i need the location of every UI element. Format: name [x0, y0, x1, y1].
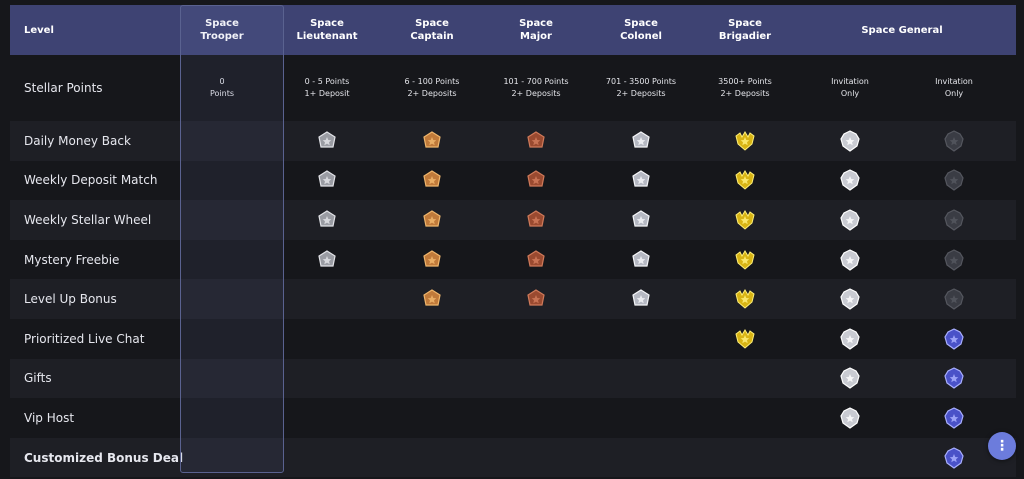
more-options-button[interactable]: ⋮ [988, 432, 1016, 460]
level-header: Level [24, 24, 54, 36]
dark-badge-icon [944, 288, 964, 310]
benefit-label: Gifts [24, 371, 52, 386]
copper-badge-icon [527, 170, 545, 187]
points-cell: 101 - 700 Points 2+ Deposits [486, 55, 586, 121]
copper-badge-icon [527, 131, 545, 148]
deposit-requirement: Only [840, 89, 860, 98]
platinum-badge-icon [632, 170, 650, 187]
white-badge-icon [840, 248, 860, 271]
platinum-badge-icon [632, 210, 650, 227]
column-header: Space Colonel [620, 18, 662, 42]
points-cell: 3500+ Points 2+ Deposits [695, 55, 795, 121]
points-requirement: 0 [219, 77, 225, 86]
copper-badge-icon [527, 289, 545, 306]
benefit-row: Weekly Deposit Match [10, 160, 1016, 201]
points-cell: 0 Points [172, 55, 272, 121]
gold-badge-icon [735, 170, 755, 191]
benefit-row: Gifts [10, 358, 1016, 399]
points-cell: 6 - 100 Points 2+ Deposits [382, 55, 482, 121]
silver-badge-icon [318, 210, 336, 227]
copper-badge-icon [527, 249, 545, 267]
gold-badge-icon [735, 289, 755, 309]
column-header: Space Brigadier [718, 18, 772, 42]
points-requirement: 6 - 100 Points [404, 77, 460, 86]
blue-badge-icon [944, 367, 964, 390]
white-badge-icon [840, 169, 860, 192]
vip-levels-table: Level Space Trooper Space Lieutenant Space… [10, 5, 1016, 478]
column-header: Space General [861, 24, 943, 36]
platinum-badge-icon [632, 131, 650, 148]
platinum-badge-icon [632, 249, 650, 267]
benefit-row: Customized Bonus Deal [10, 437, 1016, 478]
bronze-badge-icon [423, 289, 441, 306]
dark-badge-icon [944, 209, 964, 231]
gold-badge-icon [735, 210, 755, 230]
deposit-requirement: Only [944, 89, 964, 98]
points-cell: Invitation Only [800, 55, 900, 121]
deposit-requirement: 2+ Deposits [511, 89, 561, 98]
deposit-requirement: Points [209, 89, 235, 98]
bronze-badge-icon [423, 210, 441, 227]
points-cell: 0 - 5 Points 1+ Deposit [277, 55, 377, 121]
row-label: Stellar Points [24, 81, 103, 95]
column-header: Space Lieutenant [296, 18, 358, 42]
benefit-label: Weekly Deposit Match [24, 173, 158, 188]
benefit-row: Weekly Stellar Wheel [10, 200, 1016, 240]
copper-badge-icon [527, 210, 545, 227]
bronze-badge-icon [423, 131, 441, 148]
deposit-requirement: 2+ Deposits [616, 89, 666, 98]
white-badge-icon [840, 367, 860, 390]
white-badge-icon [840, 130, 860, 152]
deposit-requirement: 2+ Deposits [407, 89, 457, 98]
blue-badge-icon [944, 328, 964, 350]
points-requirement: 0 - 5 Points [304, 77, 350, 86]
gold-badge-icon [735, 130, 755, 151]
column-header: Space Major [519, 18, 553, 42]
points-requirement: Invitation [935, 77, 973, 86]
bronze-badge-icon [423, 249, 441, 267]
benefit-row: Level Up Bonus [10, 279, 1016, 319]
dark-badge-icon [944, 130, 964, 152]
white-badge-icon [840, 328, 860, 350]
white-badge-icon [840, 407, 860, 429]
blue-badge-icon [944, 446, 964, 469]
gold-badge-icon [735, 249, 755, 270]
bronze-badge-icon [423, 170, 441, 187]
benefit-label: Daily Money Back [24, 133, 131, 148]
benefit-row: Daily Money Back [10, 121, 1016, 161]
blue-badge-icon [944, 407, 964, 429]
dark-badge-icon [944, 248, 964, 271]
silver-badge-icon [318, 249, 336, 267]
silver-badge-icon [318, 131, 336, 148]
benefit-label: Level Up Bonus [24, 292, 117, 307]
benefit-label: Mystery Freebie [24, 252, 120, 267]
points-requirement: 3500+ Points [718, 77, 772, 86]
highlighted-column-space-trooper [180, 5, 284, 473]
deposit-requirement: 2+ Deposits [720, 89, 770, 98]
points-requirement: 701 - 3500 Points [605, 77, 677, 86]
points-cell: Invitation Only [904, 55, 1004, 121]
column-header: Space Trooper [200, 18, 244, 42]
benefit-label: Weekly Stellar Wheel [24, 212, 152, 227]
benefit-label: Prioritized Live Chat [24, 331, 145, 346]
stellar-points-row: Stellar Points 0 Points 0 - 5 Points 1+ Depo… [10, 55, 1016, 121]
table-header: Level Space Trooper Space Lieutenant Space… [10, 5, 1016, 55]
benefit-row: Mystery Freebie [10, 239, 1016, 280]
white-badge-icon [840, 288, 860, 310]
benefit-label: Vip Host [24, 410, 75, 425]
points-requirement: 101 - 700 Points [503, 77, 569, 86]
benefit-label: Customized Bonus Deal [24, 450, 184, 465]
points-requirement: Invitation [831, 77, 869, 86]
points-cell: 701 - 3500 Points 2+ Deposits [591, 55, 691, 121]
benefit-row: Vip Host [10, 398, 1016, 438]
benefit-row: Prioritized Live Chat [10, 319, 1016, 359]
column-header: Space Captain [410, 18, 454, 42]
white-badge-icon [840, 209, 860, 231]
platinum-badge-icon [632, 289, 650, 306]
silver-badge-icon [318, 170, 336, 187]
deposit-requirement: 1+ Deposit [304, 89, 350, 98]
gold-badge-icon [735, 328, 755, 349]
dark-badge-icon [944, 169, 964, 192]
